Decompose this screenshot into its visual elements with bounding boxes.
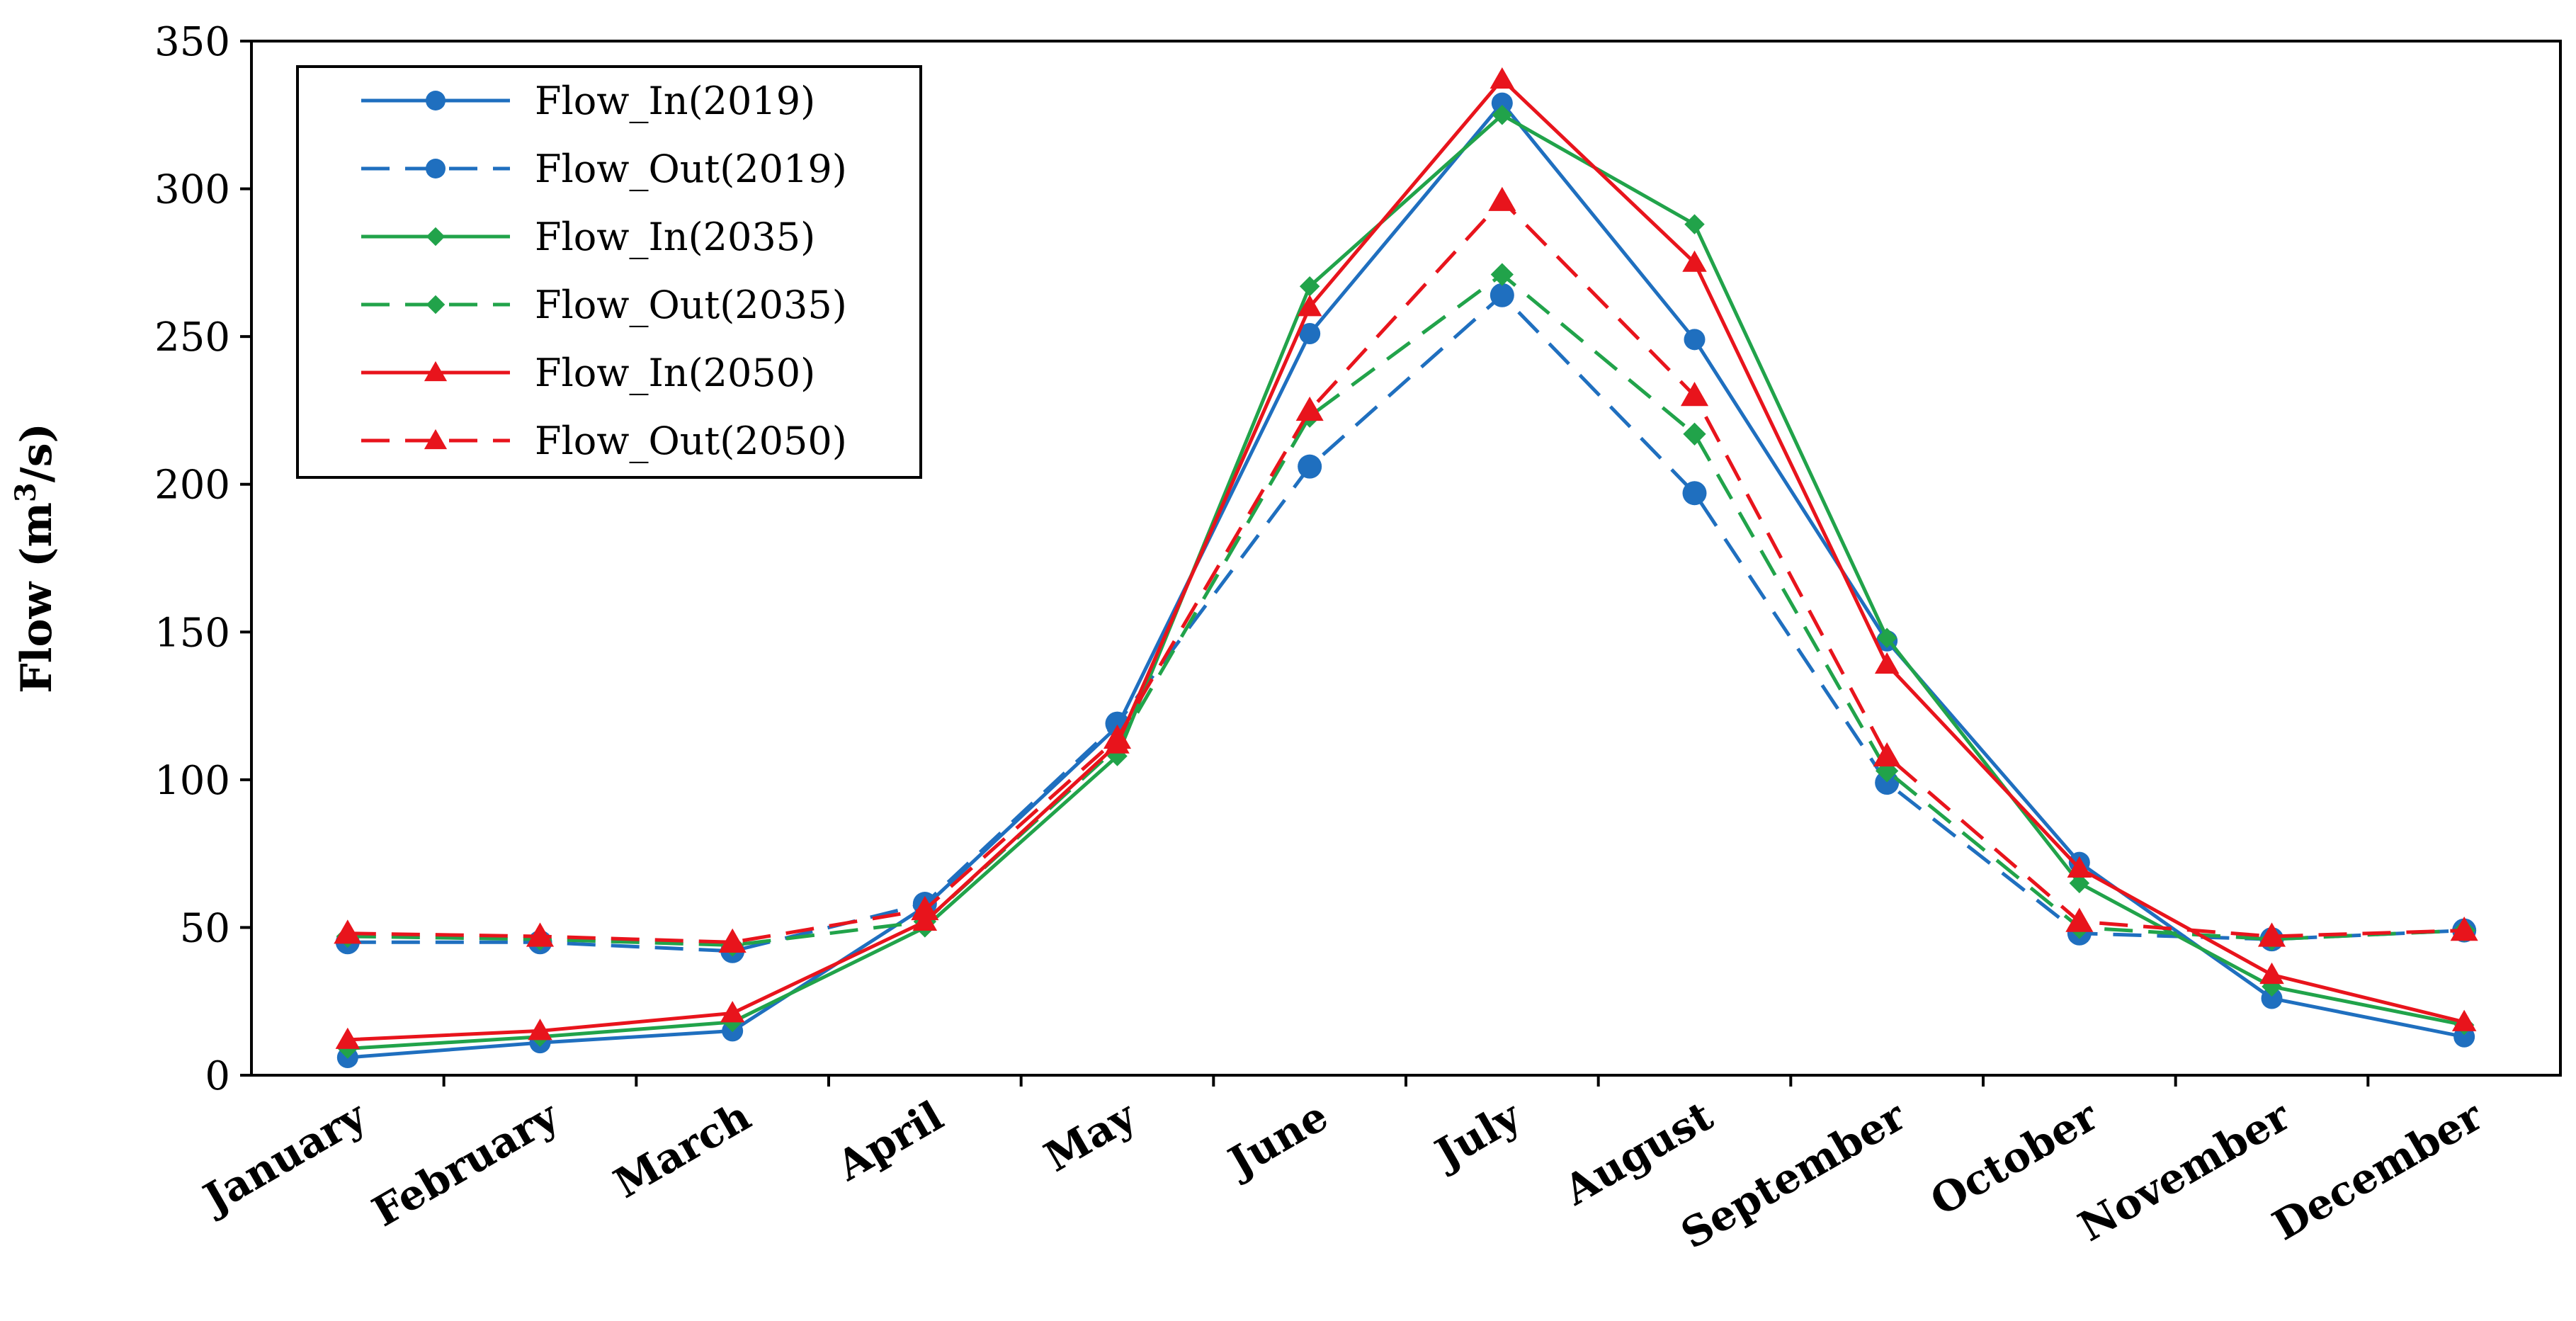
data-point xyxy=(1299,276,1320,297)
data-point xyxy=(1299,322,1321,344)
legend-marker xyxy=(426,295,446,314)
y-axis-title-main: Flow (m xyxy=(12,502,62,693)
data-point xyxy=(2069,873,2090,894)
legend-item: Flow_In(2035) xyxy=(361,215,815,259)
data-point xyxy=(2453,1026,2475,1048)
legend-item: Flow_Out(2019) xyxy=(361,147,847,191)
series-line xyxy=(347,198,2465,944)
data-point xyxy=(2450,917,2478,941)
legend-marker xyxy=(426,227,446,246)
y-tick-label: 200 xyxy=(154,463,230,509)
y-tick-label: 100 xyxy=(154,758,230,804)
data-point xyxy=(526,922,555,947)
series-flow-out-2050 xyxy=(334,186,2478,953)
series-layer xyxy=(334,67,2478,1068)
legend-box xyxy=(296,65,922,479)
data-point xyxy=(1490,263,1514,286)
data-point xyxy=(334,919,362,944)
data-point xyxy=(1874,652,1900,674)
legend-label: Flow_In(2035) xyxy=(535,215,815,259)
data-point xyxy=(1683,422,1706,446)
legend-label: Flow_Out(2050) xyxy=(535,419,847,463)
series-line xyxy=(347,76,2465,1042)
data-point xyxy=(1875,771,1900,795)
data-point xyxy=(1684,329,1706,351)
data-point xyxy=(2065,907,2094,932)
data-point xyxy=(911,895,939,921)
data-point xyxy=(720,1001,745,1023)
y-tick-label: 150 xyxy=(154,610,230,656)
legend-item: Flow_In(2019) xyxy=(361,79,815,123)
legend-label: Flow_In(2050) xyxy=(535,351,815,395)
y-tick-label: 300 xyxy=(154,167,230,213)
series-line xyxy=(347,272,2465,947)
data-point xyxy=(1876,628,1897,648)
data-point xyxy=(1298,454,1322,479)
data-point xyxy=(528,1019,552,1041)
series-line xyxy=(347,293,2465,953)
data-point xyxy=(1490,67,1515,89)
legend-item: Flow_Out(2050) xyxy=(361,419,847,463)
data-point xyxy=(1488,186,1516,211)
data-point xyxy=(2067,856,2092,878)
legend-marker xyxy=(426,91,446,110)
data-point xyxy=(1295,396,1324,421)
legend-label: Flow_Out(2035) xyxy=(535,283,847,327)
data-point xyxy=(718,928,747,953)
legend-label: Flow_Out(2019) xyxy=(535,147,847,191)
legend-marker xyxy=(424,429,448,450)
y-tick-label: 350 xyxy=(154,19,230,65)
y-axis-title: Flow (m3/s) xyxy=(9,423,62,693)
data-point xyxy=(1103,724,1132,749)
data-point xyxy=(1492,105,1513,125)
data-point xyxy=(1684,214,1705,234)
data-point xyxy=(1682,481,1707,506)
data-point xyxy=(2261,987,2283,1009)
data-point xyxy=(1297,295,1322,317)
y-tick-label: 50 xyxy=(180,905,230,951)
data-point xyxy=(1680,382,1709,407)
data-point xyxy=(2451,1009,2477,1031)
y-axis-title-sup: 3 xyxy=(9,482,42,502)
legend-marker xyxy=(426,159,446,178)
data-point xyxy=(1490,283,1514,307)
data-point xyxy=(1873,742,1901,767)
data-point xyxy=(335,1027,361,1049)
y-tick-label: 0 xyxy=(205,1053,230,1099)
data-point xyxy=(1876,759,1899,783)
legend-label: Flow_In(2019) xyxy=(535,79,815,123)
legend: Flow_In(2019) Flow_Out(2019) Flow_In(2035)… xyxy=(296,65,922,479)
data-point xyxy=(2259,962,2284,985)
y-axis-title-tail: /s) xyxy=(12,423,62,482)
legend-marker xyxy=(424,361,448,382)
series-line xyxy=(347,113,2465,1050)
data-point xyxy=(1682,250,1707,272)
legend-item: Flow_Out(2035) xyxy=(361,283,847,327)
y-tick-label: 250 xyxy=(154,314,230,361)
legend-item: Flow_In(2050) xyxy=(361,351,815,395)
data-point xyxy=(2257,922,2286,947)
data-point xyxy=(1491,92,1513,114)
